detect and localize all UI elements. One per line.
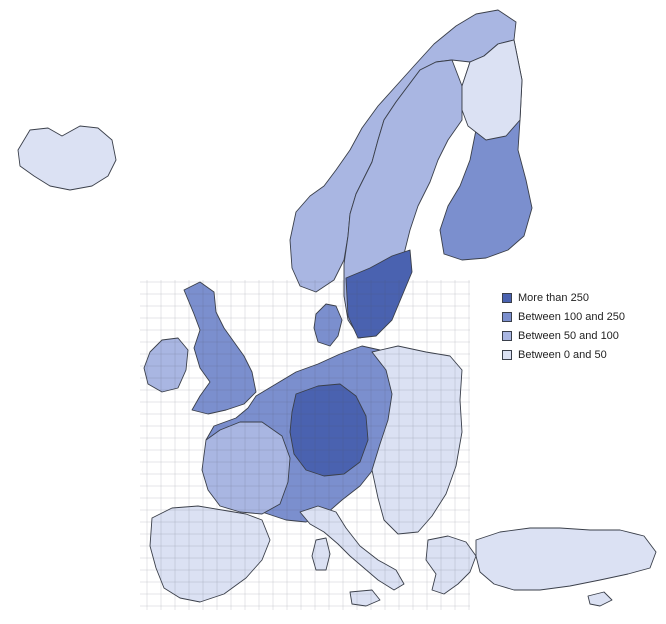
region-cyprus <box>587 591 613 607</box>
region-lapland <box>461 39 523 141</box>
legend-item: More than 250 <box>502 288 625 307</box>
legend-swatch <box>502 292 512 303</box>
map-legend: More than 250 Between 100 and 250 Betwee… <box>502 288 625 364</box>
region-turkey <box>475 527 657 591</box>
legend-label: Between 100 and 250 <box>518 310 626 323</box>
legend-item: Between 0 and 50 <box>502 345 625 364</box>
legend-swatch <box>502 311 512 322</box>
legend-label: Between 50 and 100 <box>518 329 619 342</box>
legend-swatch <box>502 330 512 341</box>
legend-label: Between 0 and 50 <box>518 348 607 361</box>
legend-item: Between 100 and 250 <box>502 307 625 326</box>
region-borders <box>140 280 470 610</box>
legend-item: Between 50 and 100 <box>502 326 625 345</box>
legend-swatch <box>502 349 512 360</box>
region-iceland <box>17 125 117 191</box>
legend-label: More than 250 <box>518 291 589 304</box>
